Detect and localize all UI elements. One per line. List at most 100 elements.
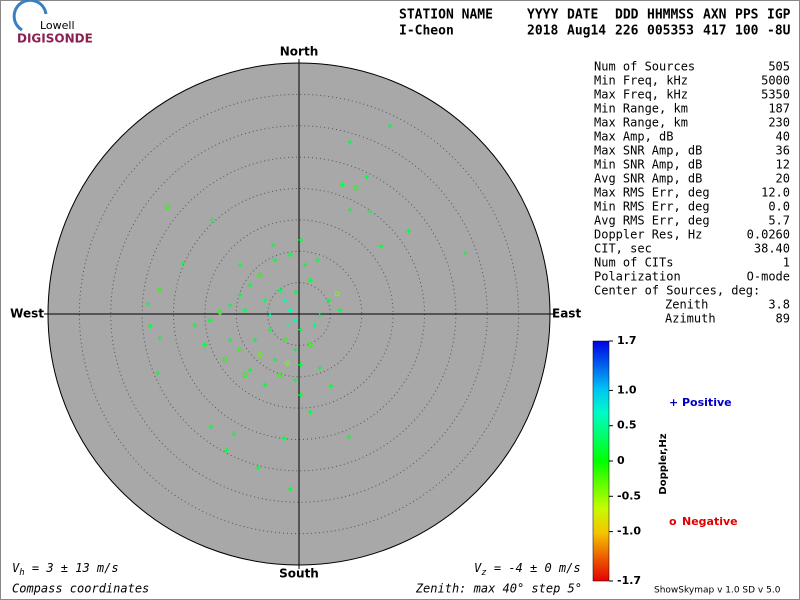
source-positive [364, 174, 370, 180]
logo-swoosh [12, 0, 48, 32]
stat-label: Doppler Res, Hz [594, 228, 702, 242]
stat-value: 12.0 [761, 186, 790, 200]
source-positive [312, 322, 318, 328]
header-column: HHMMSS [647, 8, 694, 23]
colorbar-tick-label: -1.7 [617, 574, 641, 587]
version: ShowSkymap v 1.0 SD v 5.0 [654, 586, 781, 596]
velocity-sub: z [481, 568, 486, 578]
source-negative [157, 287, 163, 293]
stat-value: 20 [776, 172, 790, 186]
source-positive [287, 486, 293, 492]
source-positive [337, 307, 343, 313]
header-value: 226 [615, 24, 639, 39]
source-negative [242, 372, 248, 378]
stat-label: Num of Sources [594, 60, 695, 74]
compass-north: North [280, 45, 318, 59]
colorbar-tick-label: 1.7 [617, 334, 637, 347]
center-label: Zenith [665, 298, 708, 312]
compass-south: South [279, 567, 319, 581]
velocity-symbol: V [12, 561, 20, 575]
header-column: IGP [767, 8, 791, 23]
source-positive [347, 207, 353, 213]
source-positive [406, 228, 412, 234]
stat-value: 38.40 [754, 242, 790, 256]
stat-label: Min RMS Err, deg [594, 200, 710, 214]
colorbar-tick-label: -0.5 [617, 489, 641, 502]
source-positive [237, 292, 243, 298]
source-positive [180, 261, 186, 267]
center-label: Azimuth [665, 312, 716, 326]
source-positive [307, 277, 313, 283]
source-positive [227, 302, 233, 308]
velocity-text: = 3 ± 13 m/s [25, 561, 119, 575]
source-positive [255, 465, 261, 471]
source-positive [207, 317, 213, 323]
stat-label: Min Range, km [594, 102, 688, 116]
stat-label: Max Freq, kHz [594, 88, 688, 102]
source-positive [147, 323, 153, 329]
source-positive [315, 257, 321, 263]
source-positive [242, 307, 248, 313]
source-positive [227, 337, 233, 343]
colorbar-tick-label: -1.0 [617, 525, 641, 538]
colorbar [592, 340, 610, 582]
source-positive [297, 237, 303, 243]
source-positive [267, 327, 273, 333]
header-value: -8U [767, 24, 791, 39]
stat-value: 12 [776, 158, 790, 172]
header-value: I-Cheon [399, 24, 454, 39]
stat-label: Avg RMS Err, deg [594, 214, 710, 228]
source-positive [155, 370, 161, 376]
source-positive [317, 365, 323, 371]
source-positive [272, 357, 278, 363]
logo-bottom: DIGISONDE [17, 32, 93, 46]
legend-symbol: o [669, 515, 677, 528]
source-positive [292, 347, 298, 353]
source-positive [287, 307, 293, 313]
stat-value: 187 [768, 102, 790, 116]
stat-label: Max RMS Err, deg [594, 186, 710, 200]
stat-value: 0.0 [768, 200, 790, 214]
source-positive [262, 297, 268, 303]
source-positive [208, 424, 214, 430]
source-positive [293, 289, 299, 295]
source-positive [281, 435, 287, 441]
source-positive [339, 182, 345, 188]
source-positive [277, 287, 283, 293]
colorbar-tick-label: 1.0 [617, 383, 637, 396]
source-positive [202, 342, 208, 348]
stat-label: Avg SNR Amp, dB [594, 172, 702, 186]
legend-label: Positive [682, 396, 732, 409]
header-column: DATE [567, 8, 598, 23]
source-positive [302, 262, 308, 268]
source-positive [157, 335, 163, 341]
source-positive [252, 337, 258, 343]
header-column: STATION NAME [399, 8, 493, 23]
stat-label: Polarization [594, 270, 681, 284]
source-negative [353, 185, 359, 191]
logo-top: Lowell [40, 19, 75, 32]
colorbar-tick-label: 0 [617, 454, 625, 467]
center-value: 89 [776, 312, 790, 326]
stat-label: CIT, sec [594, 242, 652, 256]
source-positive [292, 317, 298, 323]
source-positive [367, 209, 373, 215]
velocity-text: = -4 ± 0 m/s [487, 561, 581, 575]
source-positive [287, 252, 293, 258]
source-positive [224, 447, 230, 453]
zenith-note: Zenith: max 40° step 5° [415, 582, 582, 596]
source-negative [257, 272, 263, 278]
source-negative [165, 204, 171, 210]
source-negative [334, 291, 340, 297]
source-positive [237, 262, 243, 268]
source-positive [231, 431, 237, 437]
source-positive [292, 377, 298, 383]
header-column: PPS [735, 8, 759, 23]
stat-value: 230 [768, 116, 790, 130]
source-positive [297, 327, 303, 333]
source-negative [257, 352, 263, 358]
stat-value: 40 [776, 130, 790, 144]
source-positive [297, 362, 303, 368]
center-value: 3.8 [768, 298, 790, 312]
